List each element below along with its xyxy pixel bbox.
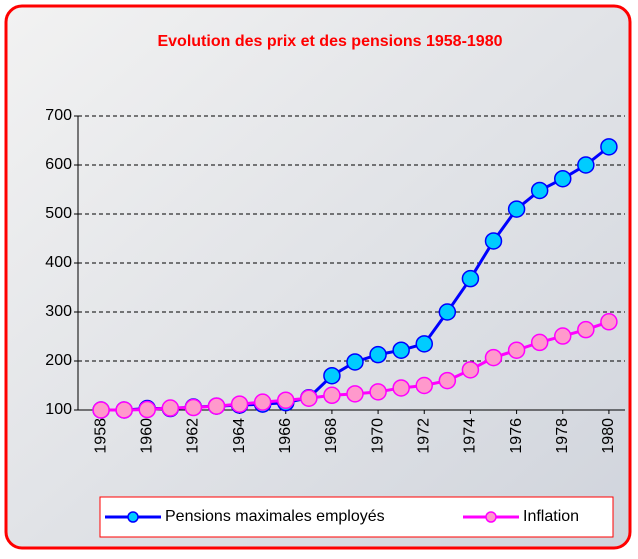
x-tick-label: 1970 <box>369 418 386 454</box>
y-tick-label: 600 <box>45 156 72 173</box>
y-tick-label: 200 <box>45 352 72 369</box>
y-tick-label: 500 <box>45 205 72 222</box>
point <box>438 371 457 390</box>
point <box>577 156 595 174</box>
point <box>115 401 133 419</box>
x-tick-label: 1964 <box>231 418 248 454</box>
point <box>530 181 549 200</box>
point <box>346 385 364 403</box>
point <box>392 341 410 359</box>
legend-box <box>99 496 614 538</box>
point <box>484 232 503 250</box>
point <box>161 399 180 417</box>
legend-marker <box>127 511 139 523</box>
x-tick-label: 1962 <box>185 418 202 454</box>
point <box>577 320 595 339</box>
point <box>600 138 618 156</box>
x-tick-label: 1978 <box>554 418 571 454</box>
point <box>392 379 410 397</box>
x-tick-label: 1968 <box>323 418 340 454</box>
y-tick-label: 400 <box>45 254 72 271</box>
point <box>600 313 618 331</box>
point <box>277 391 295 409</box>
point <box>530 333 549 352</box>
x-tick-label: 1966 <box>277 418 294 454</box>
point <box>554 327 572 345</box>
y-tick-label: 100 <box>45 401 72 418</box>
x-tick-label: 1980 <box>600 418 617 454</box>
point <box>92 401 110 419</box>
point <box>438 303 457 321</box>
point <box>323 366 341 385</box>
x-tick-label: 1974 <box>462 418 479 454</box>
chart-frame <box>4 4 632 550</box>
point <box>415 376 433 395</box>
x-tick-label: 1958 <box>92 418 109 454</box>
point <box>461 361 480 379</box>
point <box>253 393 272 411</box>
point <box>507 341 526 359</box>
legend-label: Pensions maximales employés <box>165 508 385 525</box>
point <box>184 398 203 417</box>
x-tick-label: 1976 <box>508 418 525 454</box>
point <box>369 383 387 401</box>
point <box>554 169 572 188</box>
point <box>507 200 526 218</box>
point <box>323 386 341 405</box>
y-tick-label: 700 <box>45 107 72 124</box>
chart-title: Evolution des prix et des pensions 1958-… <box>157 33 502 50</box>
point <box>300 389 318 407</box>
point <box>415 335 433 353</box>
point <box>346 353 364 371</box>
x-tick-label: 1972 <box>415 418 432 454</box>
x-tick-label: 1960 <box>138 418 155 454</box>
point <box>461 269 480 288</box>
y-tick-label: 300 <box>45 303 72 320</box>
legend-label: Inflation <box>523 508 579 525</box>
legend-marker <box>485 511 497 523</box>
point <box>207 397 226 415</box>
point <box>138 400 156 419</box>
point <box>369 345 387 364</box>
point <box>484 348 503 367</box>
point <box>230 395 249 413</box>
